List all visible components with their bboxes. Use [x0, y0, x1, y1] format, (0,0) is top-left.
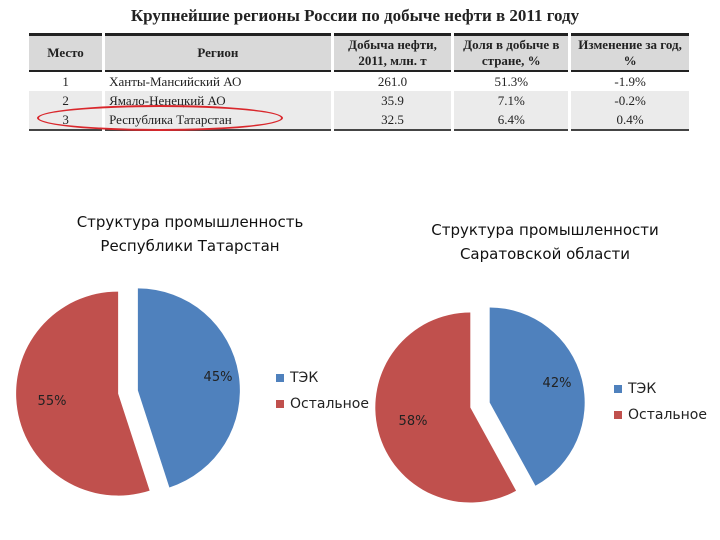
legend-label-tek: ТЭК: [290, 370, 319, 386]
legend-item-other: Остальное: [276, 391, 369, 417]
legend-swatch-other: [614, 411, 622, 419]
header-region: Регион: [105, 33, 331, 72]
cell-region: Ханты-Мансийский АО: [105, 72, 331, 91]
chart-title-saratov: Структура промышленности Саратовской обл…: [431, 221, 659, 263]
table-row: 1 Ханты-Мансийский АО 261.0 51.3% -1.9%: [29, 72, 689, 91]
cell-change: -0.2%: [571, 91, 689, 110]
slice-other: [375, 312, 517, 503]
cell-place: 2: [29, 91, 103, 110]
legend-swatch-tek: [614, 385, 622, 393]
cell-production: 32.5: [333, 110, 452, 131]
header-share: Доля в добыче в стране, %: [454, 33, 569, 72]
highlight-ellipse: [37, 105, 283, 131]
cell-change: 0.4%: [571, 110, 689, 131]
cell-share: 7.1%: [454, 91, 569, 110]
slice-label-other: 58%: [399, 414, 428, 429]
legend-saratov: ТЭК Остальное: [614, 376, 707, 428]
legend-label-other: Остальное: [628, 407, 707, 423]
header-place: Место: [29, 33, 103, 72]
legend-item-tek: ТЭК: [276, 365, 369, 391]
legend-swatch-tek: [276, 374, 284, 382]
cell-share: 6.4%: [454, 110, 569, 131]
legend-label-tek: ТЭК: [628, 381, 657, 397]
legend-swatch-other: [276, 400, 284, 408]
cell-change: -1.9%: [571, 72, 689, 91]
table-row: 2 Ямало-Ненецкий АО 35.9 7.1% -0.2%: [29, 91, 689, 110]
chart-title-tatarstan: Структура промышленность Республики Тата…: [76, 213, 304, 255]
legend-label-other: Остальное: [290, 396, 369, 412]
header-change: Изменение за год, %: [571, 33, 689, 72]
slice-label-tek: 42%: [543, 376, 572, 391]
legend-item-other: Остальное: [614, 402, 707, 428]
legend-item-tek: ТЭК: [614, 376, 707, 402]
cell-production: 35.9: [333, 91, 452, 110]
header-production: Добыча нефти, 2011, млн. т: [333, 33, 452, 72]
cell-share: 51.3%: [454, 72, 569, 91]
slice-tek: [489, 307, 585, 486]
slice-tek: [137, 288, 240, 488]
oil-production-table: Место Регион Добыча нефти, 2011, млн. т …: [26, 33, 692, 131]
slice-label-other: 55%: [38, 394, 67, 409]
table-title: Крупнейшие регионы России по добыче нефт…: [130, 6, 580, 25]
slice-other: [16, 291, 150, 496]
legend-tatarstan: ТЭК Остальное: [276, 365, 369, 417]
cell-production: 261.0: [333, 72, 452, 91]
cell-place: 1: [29, 72, 103, 91]
slice-label-tek: 45%: [204, 370, 233, 385]
